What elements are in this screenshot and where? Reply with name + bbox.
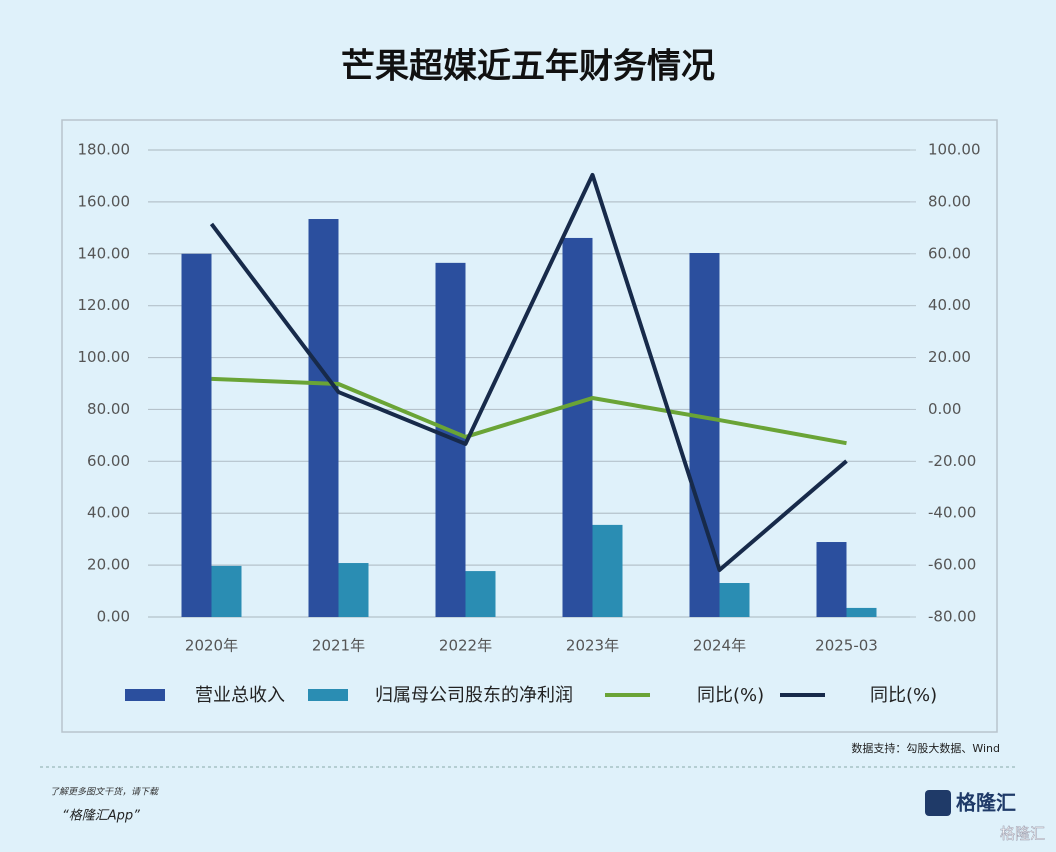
y-tick-label: 20.00: [87, 556, 130, 574]
x-tick-label: 2023年: [566, 637, 619, 655]
y-tick-label: 80.00: [87, 400, 130, 418]
y-tick-label: 60.00: [87, 452, 130, 470]
y-tick-label: 40.00: [87, 504, 130, 522]
bar: [719, 583, 750, 617]
y-tick-label: 180.00: [78, 141, 131, 159]
legend-label: 归属母公司股东的净利润: [375, 685, 573, 706]
footer-note: 了解更多图文干货，请下载: [50, 787, 159, 798]
x-tick-label: 2024年: [693, 637, 746, 655]
legend-swatch: [125, 689, 165, 701]
y2-tick-label: 100.00: [928, 141, 981, 159]
bar: [816, 542, 847, 617]
y-tick-label: 120.00: [78, 296, 131, 314]
bar: [846, 607, 877, 617]
y2-tick-label: 60.00: [928, 244, 971, 262]
legend-swatch: [308, 689, 348, 701]
bar: [338, 563, 369, 617]
chart-title: 芒果超媒近五年财务情况: [341, 47, 715, 87]
bar: [465, 571, 496, 617]
logo-icon: [925, 790, 951, 816]
y2-tick-label: 80.00: [928, 192, 971, 210]
y-tick-label: 100.00: [78, 348, 131, 366]
y2-tick-label: -20.00: [928, 452, 976, 470]
y2-tick-label: 0.00: [928, 400, 961, 418]
x-tick-label: 2021年: [312, 637, 365, 655]
x-tick-label: 2020年: [185, 637, 238, 655]
legend-label: 营业总收入: [195, 685, 285, 706]
y-tick-label: 140.00: [78, 244, 131, 262]
legend-label: 同比(%): [870, 685, 937, 706]
bar: [592, 524, 623, 617]
y2-tick-label: 20.00: [928, 348, 971, 366]
bar: [211, 565, 242, 617]
footer-app: “格隆汇App”: [62, 809, 140, 824]
source: 数据支持：勾股大数据、Wind: [851, 741, 1000, 755]
bar: [562, 237, 593, 617]
y2-tick-label: -40.00: [928, 504, 976, 522]
y-tick-label: 160.00: [78, 192, 131, 210]
chart-frame: [61, 119, 998, 733]
bar: [308, 219, 339, 618]
legend-label: 同比(%): [697, 685, 764, 706]
x-tick-label: 2025-03: [815, 637, 878, 655]
watermark: 格隆汇: [1000, 825, 1045, 843]
y-tick-label: 0.00: [97, 608, 130, 626]
x-tick-label: 2022年: [439, 637, 492, 655]
line: [211, 376, 847, 446]
y2-tick-label: -80.00: [928, 608, 976, 626]
bar: [181, 253, 212, 617]
line: [209, 172, 848, 573]
y2-tick-label: -60.00: [928, 556, 976, 574]
y2-tick-label: 40.00: [928, 296, 971, 314]
logo-text: 格隆汇: [956, 791, 1016, 815]
